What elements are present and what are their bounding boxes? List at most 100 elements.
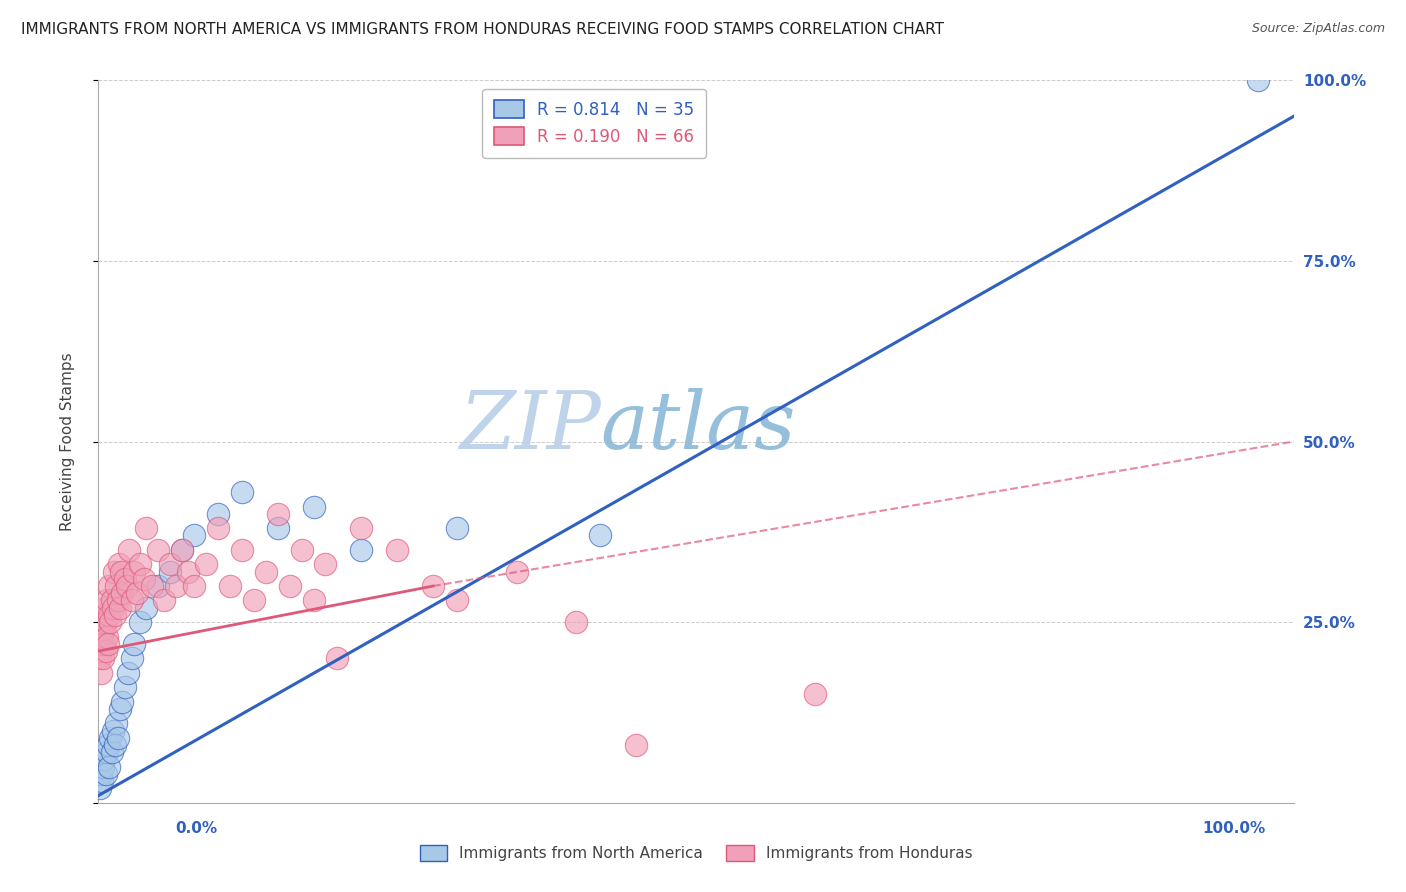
Point: [124, 637, 146, 651]
Point: [98, 760, 121, 774]
Point: [117, 665, 139, 680]
Point: [97, 738, 120, 752]
Point: [446, 593, 468, 607]
Point: [96, 745, 118, 759]
Point: [90, 665, 112, 680]
Point: [101, 600, 124, 615]
Point: [91, 637, 114, 651]
Point: [148, 542, 170, 557]
Point: [121, 651, 143, 665]
Point: [96, 615, 118, 630]
Point: [302, 500, 325, 514]
Point: [231, 542, 253, 557]
Point: [165, 579, 187, 593]
Point: [219, 579, 242, 593]
Point: [125, 586, 148, 600]
Point: [446, 521, 468, 535]
Point: [107, 731, 129, 745]
Point: [350, 521, 373, 535]
Y-axis label: Receiving Food Stamps: Receiving Food Stamps: [60, 352, 75, 531]
Point: [111, 586, 134, 600]
Point: [105, 716, 128, 731]
Point: [267, 521, 290, 535]
Point: [97, 637, 120, 651]
Point: [207, 507, 229, 521]
Point: [195, 558, 218, 572]
Point: [105, 579, 128, 593]
Point: [89, 615, 111, 630]
Point: [302, 593, 325, 607]
Point: [121, 593, 143, 607]
Point: [98, 615, 122, 630]
Point: [89, 651, 111, 665]
Point: [108, 600, 131, 615]
Point: [183, 528, 205, 542]
Point: [98, 579, 121, 593]
Point: [90, 630, 112, 644]
Point: [254, 565, 277, 579]
Point: [118, 542, 141, 557]
Point: [326, 651, 349, 665]
Text: ZIP: ZIP: [458, 388, 600, 466]
Point: [172, 542, 194, 557]
Point: [111, 695, 134, 709]
Point: [291, 542, 314, 557]
Point: [98, 731, 122, 745]
Point: [114, 572, 136, 586]
Point: [90, 767, 112, 781]
Point: [129, 558, 152, 572]
Text: 0.0%: 0.0%: [176, 821, 218, 836]
Point: [159, 565, 181, 579]
Point: [1247, 73, 1270, 87]
Point: [91, 760, 114, 774]
Point: [96, 630, 118, 644]
Point: [243, 593, 266, 607]
Point: [93, 637, 115, 651]
Point: [110, 565, 132, 579]
Point: [104, 738, 127, 752]
Point: [96, 593, 118, 607]
Point: [159, 558, 181, 572]
Point: [135, 600, 157, 615]
Point: [804, 687, 827, 701]
Point: [350, 542, 373, 557]
Point: [135, 521, 157, 535]
Point: [626, 738, 648, 752]
Point: [565, 615, 588, 630]
Point: [172, 542, 194, 557]
Point: [100, 593, 122, 607]
Point: [124, 565, 146, 579]
Point: [183, 579, 205, 593]
Point: [315, 558, 337, 572]
Point: [278, 579, 301, 593]
Point: [94, 644, 117, 658]
Point: [385, 542, 409, 557]
Point: [107, 558, 129, 572]
Point: [132, 572, 155, 586]
Point: [231, 485, 253, 500]
Point: [177, 565, 200, 579]
Point: [506, 565, 529, 579]
Point: [115, 579, 138, 593]
Text: 100.0%: 100.0%: [1202, 821, 1265, 836]
Point: [91, 651, 114, 665]
Legend: Immigrants from North America, Immigrants from Honduras: Immigrants from North America, Immigrant…: [413, 839, 979, 867]
Point: [101, 723, 124, 738]
Point: [94, 600, 117, 615]
Point: [97, 607, 120, 622]
Point: [103, 565, 125, 579]
Point: [267, 507, 290, 521]
Point: [93, 623, 115, 637]
Point: [153, 593, 176, 607]
Point: [104, 607, 127, 622]
Point: [141, 579, 163, 593]
Point: [589, 528, 612, 542]
Point: [100, 745, 122, 759]
Text: atlas: atlas: [600, 388, 796, 466]
Point: [94, 767, 117, 781]
Text: Source: ZipAtlas.com: Source: ZipAtlas.com: [1251, 22, 1385, 36]
Point: [108, 702, 131, 716]
Point: [422, 579, 444, 593]
Point: [148, 579, 170, 593]
Point: [91, 774, 114, 789]
